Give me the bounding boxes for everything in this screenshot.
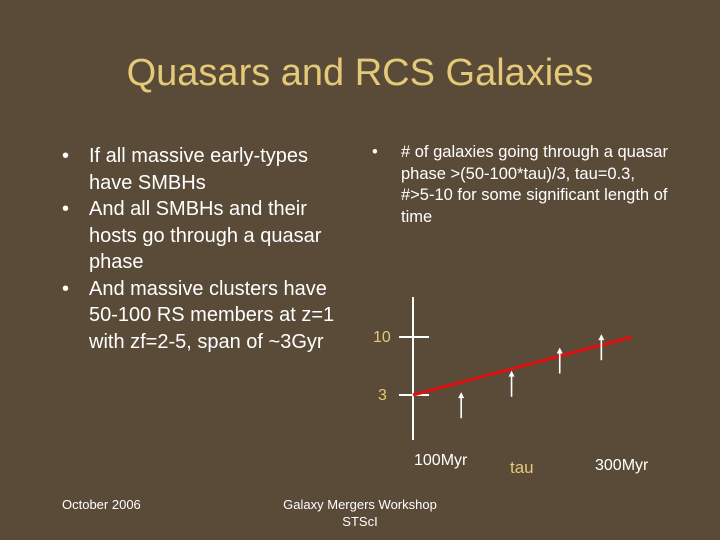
- left-bullet-item: • And massive clusters have 50-100 RS me…: [62, 276, 352, 356]
- left-bullet-item: • If all massive early-types have SMBHs: [62, 143, 352, 196]
- up-arrow-icon: [598, 334, 605, 361]
- y-tick-label-10: 10: [373, 329, 391, 346]
- up-arrow-icon: [458, 392, 465, 419]
- right-bullet-item: • # of galaxies going through a quasar p…: [372, 142, 672, 228]
- x-tick-label-100myr: 100Myr: [414, 452, 468, 469]
- up-arrow-head: [508, 370, 515, 377]
- x-axis-label-tau: tau: [510, 458, 534, 477]
- left-bullet-text: And all SMBHs and their hosts go through…: [89, 198, 322, 273]
- left-bullet-item: • And all SMBHs and their hosts go throu…: [62, 196, 352, 276]
- bullet-dot-icon: •: [372, 143, 378, 161]
- footer-event-line2: STScI: [342, 514, 378, 529]
- up-arrow-head: [458, 392, 465, 399]
- plot-area: [412, 334, 633, 419]
- trend-line: [412, 335, 633, 397]
- footer-event-line1: Galaxy Mergers Workshop: [283, 497, 437, 512]
- y-tick-label-3: 3: [378, 387, 387, 404]
- footer-date: October 2006: [62, 497, 141, 512]
- left-bullet-list: • If all massive early-types have SMBHs …: [62, 143, 352, 355]
- up-arrow-head: [556, 347, 563, 354]
- x-tick-label-300myr: 300Myr: [595, 457, 649, 474]
- bullet-dot-icon: •: [62, 277, 70, 300]
- up-arrow-icon: [508, 370, 515, 397]
- up-arrow-head: [598, 334, 605, 341]
- bullet-dot-icon: •: [62, 145, 70, 167]
- left-bullet-text: If all massive early-types have SMBHs: [89, 145, 308, 194]
- slide-title: Quasars and RCS Galaxies: [126, 52, 594, 94]
- up-arrow-icon: [556, 347, 563, 374]
- footer-event: Galaxy Mergers Workshop STScI: [260, 496, 460, 530]
- bullet-dot-icon: •: [62, 198, 70, 220]
- left-bullet-text: And massive clusters have 50-100 RS memb…: [89, 277, 335, 353]
- right-bullet-text: # of galaxies going through a quasar pha…: [401, 143, 668, 226]
- right-bullet-list: • # of galaxies going through a quasar p…: [372, 142, 672, 228]
